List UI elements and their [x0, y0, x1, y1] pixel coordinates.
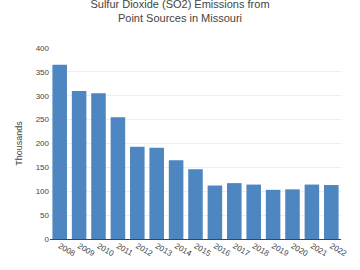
svg-text:2019: 2019 — [270, 241, 290, 258]
svg-text:2013: 2013 — [154, 241, 174, 258]
svg-text:Sulfur Dioxide (SO2) Emissions: Sulfur Dioxide (SO2) Emissions fromPoint… — [90, 0, 269, 24]
svg-text:2008: 2008 — [57, 241, 77, 258]
svg-text:2015: 2015 — [193, 241, 213, 258]
svg-text:2009: 2009 — [76, 241, 96, 258]
svg-text:250: 250 — [36, 115, 50, 124]
svg-text:300: 300 — [36, 92, 50, 101]
svg-text:2010: 2010 — [96, 241, 116, 258]
svg-text:0: 0 — [45, 235, 50, 244]
svg-text:2018: 2018 — [251, 241, 271, 258]
svg-text:400: 400 — [36, 44, 50, 53]
svg-text:Thousands: Thousands — [14, 121, 24, 166]
svg-text:200: 200 — [36, 139, 50, 148]
svg-text:2020: 2020 — [290, 241, 310, 258]
svg-text:2022: 2022 — [328, 241, 348, 258]
svg-text:150: 150 — [36, 163, 50, 172]
svg-text:350: 350 — [36, 68, 50, 77]
svg-text:100: 100 — [36, 187, 50, 196]
svg-text:2012: 2012 — [134, 241, 154, 258]
svg-text:2017: 2017 — [231, 241, 251, 258]
svg-text:2016: 2016 — [212, 241, 232, 258]
svg-text:2014: 2014 — [173, 241, 193, 258]
svg-text:2011: 2011 — [115, 241, 135, 258]
svg-text:2021: 2021 — [309, 241, 329, 258]
svg-text:50: 50 — [40, 211, 49, 220]
